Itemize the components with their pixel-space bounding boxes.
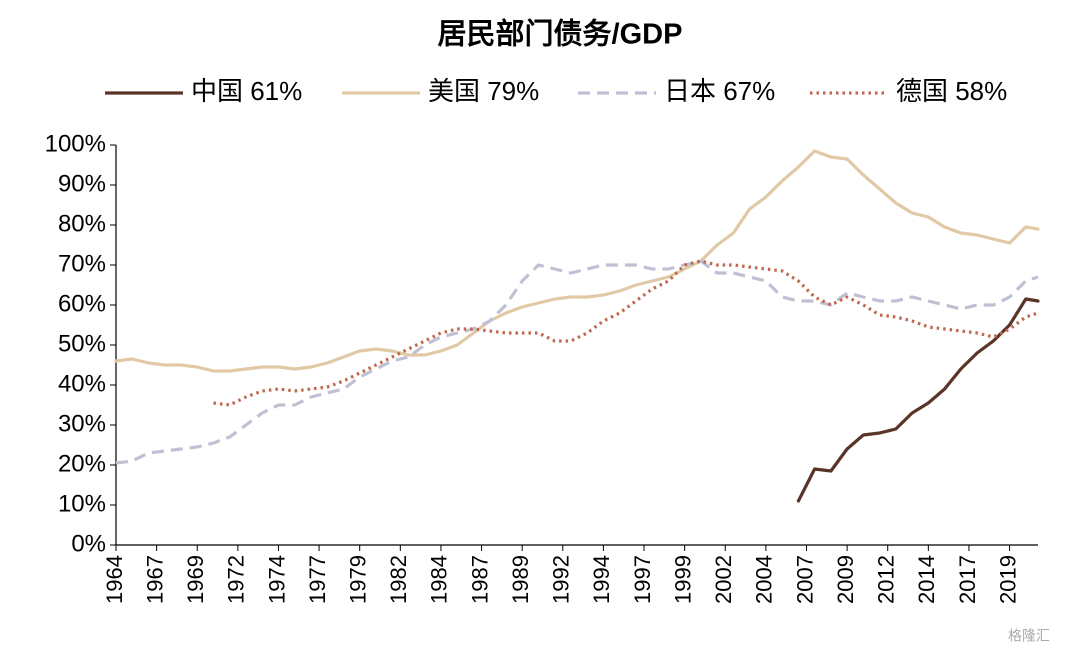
x-tick-label: 1992 — [549, 555, 574, 604]
series-line — [115, 259, 1039, 465]
series-line — [796, 297, 1040, 503]
x-tick-label: 2007 — [792, 555, 817, 604]
x-tick-label: 1987 — [467, 555, 492, 604]
x-tick-label: 2002 — [711, 555, 736, 604]
legend-label: 德国 58% — [896, 76, 1007, 106]
x-tick-label: 2014 — [914, 555, 939, 604]
y-tick-label: 20% — [58, 450, 106, 477]
x-tick-label: 1999 — [670, 555, 695, 604]
y-tick-label: 50% — [58, 330, 106, 357]
x-tick-label: 1979 — [346, 555, 371, 604]
x-tick-label: 1972 — [224, 555, 249, 604]
y-tick-label: 80% — [58, 210, 106, 237]
x-tick-label: 2004 — [752, 555, 777, 604]
x-tick-label: 1984 — [427, 555, 452, 604]
y-tick-label: 90% — [58, 170, 106, 197]
x-tick-label: 1967 — [142, 555, 167, 604]
legend-label: 日本 67% — [664, 76, 775, 106]
x-tick-label: 2009 — [833, 555, 858, 604]
x-tick-label: 2019 — [995, 555, 1020, 604]
y-tick-label: 0% — [71, 530, 106, 557]
x-tick-label: 1997 — [630, 555, 655, 604]
y-tick-label: 40% — [58, 370, 106, 397]
x-tick-label: 1989 — [508, 555, 533, 604]
chart-title: 居民部门债务/GDP — [438, 17, 683, 51]
y-tick-label: 60% — [58, 290, 106, 317]
y-tick-label: 100% — [45, 130, 106, 157]
series-line — [213, 259, 1039, 407]
legend-label: 美国 79% — [428, 76, 539, 106]
x-tick-label: 1974 — [264, 555, 289, 604]
x-tick-label: 2012 — [874, 555, 899, 604]
series-line — [114, 149, 1040, 373]
x-tick-label: 2017 — [955, 555, 980, 604]
x-tick-label: 1982 — [386, 555, 411, 604]
watermark: 格隆汇 — [1008, 628, 1050, 644]
x-tick-label: 1977 — [305, 555, 330, 604]
x-tick-label: 1964 — [102, 555, 127, 604]
x-tick-label: 1969 — [183, 555, 208, 604]
x-tick-label: 1994 — [589, 555, 614, 604]
legend-label: 中国 61% — [191, 76, 302, 106]
y-tick-label: 10% — [58, 490, 106, 517]
y-tick-label: 30% — [58, 410, 106, 437]
y-tick-label: 70% — [58, 250, 106, 277]
